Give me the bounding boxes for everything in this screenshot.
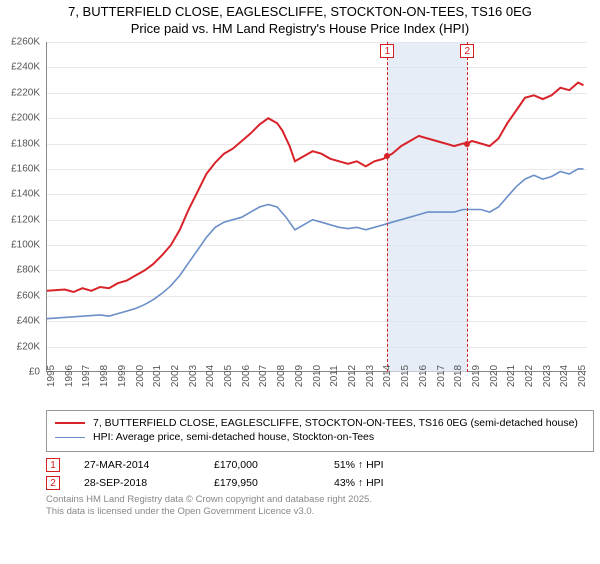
series-hpi [47, 169, 584, 319]
x-tick-label: 2016 [418, 365, 429, 387]
x-tick-label: 2012 [347, 365, 358, 387]
y-tick-label: £220K [0, 87, 40, 98]
x-tick-label: 2004 [205, 365, 216, 387]
sale-date: 27-MAR-2014 [84, 459, 214, 471]
x-tick-label: 2000 [135, 365, 146, 387]
y-tick-label: £60K [0, 290, 40, 301]
y-tick-label: £120K [0, 214, 40, 225]
sale-date: 28-SEP-2018 [84, 477, 214, 489]
x-tick-label: 2024 [559, 365, 570, 387]
line-series-layer [47, 42, 587, 372]
y-tick-label: £80K [0, 265, 40, 276]
y-tick-label: £200K [0, 113, 40, 124]
x-tick-label: 2009 [294, 365, 305, 387]
series-price_paid [47, 83, 584, 292]
chart-area: £0£20K£40K£60K£80K£100K£120K£140K£160K£1… [46, 42, 586, 390]
x-tick-label: 2025 [577, 365, 588, 387]
sale-row-2: 2 28-SEP-2018 £179,950 43% ↑ HPI [46, 476, 594, 490]
x-tick-label: 1995 [46, 365, 57, 387]
y-tick-label: £20K [0, 341, 40, 352]
x-tick-label: 1998 [99, 365, 110, 387]
legend-item-price-paid: 7, BUTTERFIELD CLOSE, EAGLESCLIFFE, STOC… [55, 417, 585, 429]
footer-attribution: Contains HM Land Registry data © Crown c… [46, 494, 594, 518]
x-tick-label: 1996 [64, 365, 75, 387]
y-tick-label: £140K [0, 189, 40, 200]
sale-delta-vs-hpi: 43% ↑ HPI [334, 477, 384, 489]
sale-number-badge: 1 [46, 458, 60, 472]
legend-swatch [55, 422, 85, 424]
x-tick-label: 2005 [223, 365, 234, 387]
x-tick-label: 2001 [152, 365, 163, 387]
sale-delta-vs-hpi: 51% ↑ HPI [334, 459, 384, 471]
x-tick-label: 2020 [489, 365, 500, 387]
footer-line-2: This data is licensed under the Open Gov… [46, 506, 594, 518]
x-tick-label: 2008 [276, 365, 287, 387]
title-address: 7, BUTTERFIELD CLOSE, EAGLESCLIFFE, STOC… [0, 4, 600, 19]
plot-area: 12 [46, 42, 586, 372]
sale-price: £170,000 [214, 459, 334, 471]
x-tick-label: 2002 [170, 365, 181, 387]
x-tick-label: 2011 [329, 365, 340, 387]
x-tick-label: 2021 [506, 365, 517, 387]
sale-number-badge: 2 [46, 476, 60, 490]
y-tick-label: £100K [0, 240, 40, 251]
legend-swatch [55, 437, 85, 438]
footer-line-1: Contains HM Land Registry data © Crown c… [46, 494, 594, 506]
y-tick-label: £180K [0, 138, 40, 149]
x-tick-label: 2018 [453, 365, 464, 387]
x-tick-label: 2014 [382, 365, 393, 387]
x-tick-label: 1997 [81, 365, 92, 387]
sale-marker-badge: 1 [380, 44, 394, 58]
y-tick-label: £160K [0, 163, 40, 174]
sales-table: 1 27-MAR-2014 £170,000 51% ↑ HPI 2 28-SE… [46, 458, 594, 490]
legend-item-hpi: HPI: Average price, semi-detached house,… [55, 431, 585, 443]
x-tick-label: 2023 [542, 365, 553, 387]
legend-label: 7, BUTTERFIELD CLOSE, EAGLESCLIFFE, STOC… [93, 417, 578, 429]
x-tick-label: 1999 [117, 365, 128, 387]
sale-row-1: 1 27-MAR-2014 £170,000 51% ↑ HPI [46, 458, 594, 472]
sale-price: £179,950 [214, 477, 334, 489]
y-tick-label: £240K [0, 62, 40, 73]
sale-marker-badge: 2 [460, 44, 474, 58]
y-tick-label: £0 [0, 367, 40, 378]
x-tick-label: 2017 [436, 365, 447, 387]
x-tick-label: 2015 [400, 365, 411, 387]
sale-data-point [464, 141, 470, 147]
x-tick-label: 2019 [471, 365, 482, 387]
x-tick-label: 2007 [258, 365, 269, 387]
x-tick-label: 2013 [365, 365, 376, 387]
title-subtitle: Price paid vs. HM Land Registry's House … [0, 21, 600, 36]
x-tick-label: 2006 [241, 365, 252, 387]
y-tick-label: £260K [0, 37, 40, 48]
x-tick-label: 2022 [524, 365, 535, 387]
legend-label: HPI: Average price, semi-detached house,… [93, 431, 374, 443]
chart-container: 7, BUTTERFIELD CLOSE, EAGLESCLIFFE, STOC… [0, 4, 600, 564]
chart-title: 7, BUTTERFIELD CLOSE, EAGLESCLIFFE, STOC… [0, 4, 600, 36]
sale-data-point [384, 153, 390, 159]
legend: 7, BUTTERFIELD CLOSE, EAGLESCLIFFE, STOC… [46, 410, 594, 452]
x-tick-label: 2010 [312, 365, 323, 387]
y-tick-label: £40K [0, 316, 40, 327]
x-tick-label: 2003 [188, 365, 199, 387]
